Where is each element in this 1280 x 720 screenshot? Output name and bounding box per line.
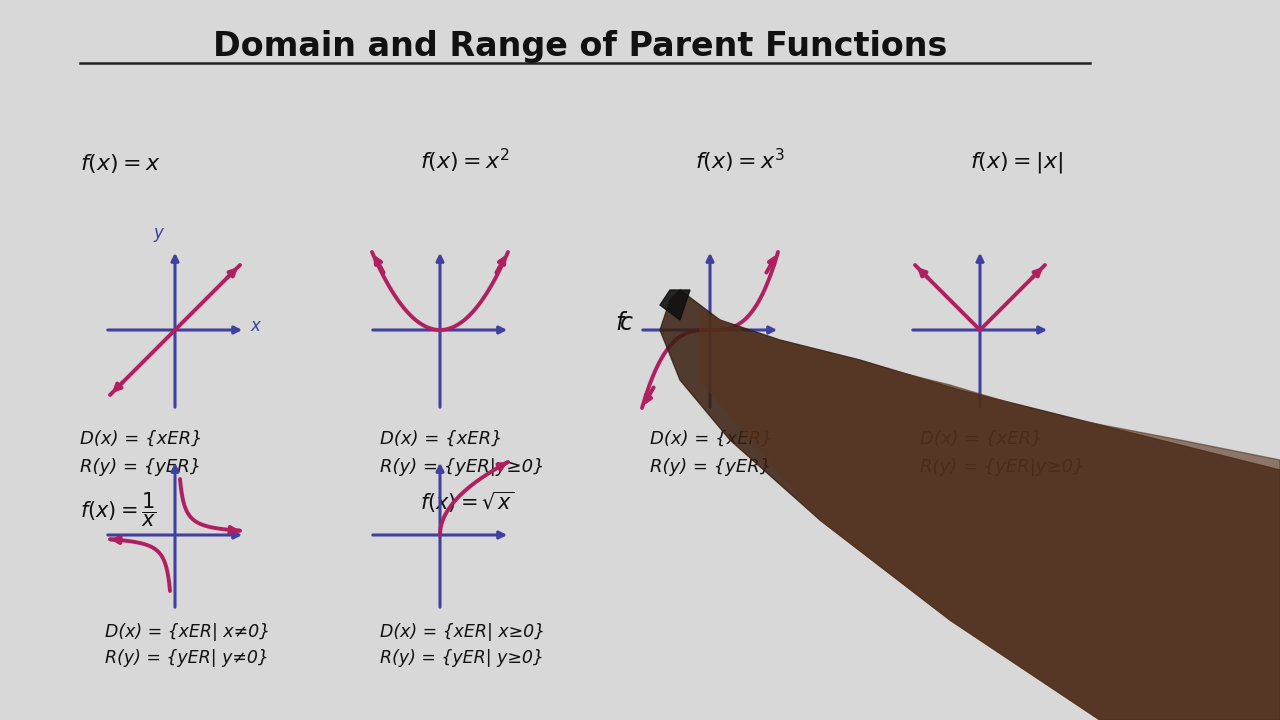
Text: R(y) = {yER}: R(y) = {yER} xyxy=(650,458,772,476)
Text: $f\!c$: $f\!c$ xyxy=(614,311,634,335)
Polygon shape xyxy=(660,290,690,320)
Text: R(y) = {yER}: R(y) = {yER} xyxy=(81,458,201,476)
Text: R(y) = {yER|y≥0}: R(y) = {yER|y≥0} xyxy=(920,458,1084,476)
Text: D(x) = {xER}: D(x) = {xER} xyxy=(920,430,1043,448)
Text: Domain and Range of Parent Functions: Domain and Range of Parent Functions xyxy=(212,30,947,63)
Text: D(x) = {xER| x≥0}: D(x) = {xER| x≥0} xyxy=(380,623,545,641)
Text: $f(x)= x$: $f(x)= x$ xyxy=(81,152,161,175)
Text: y: y xyxy=(154,224,163,242)
Text: D(x) = {xER| x≠0}: D(x) = {xER| x≠0} xyxy=(105,623,270,641)
Text: $f(x)= \sqrt{x}$: $f(x)= \sqrt{x}$ xyxy=(420,490,515,516)
Text: D(x) = {xER}: D(x) = {xER} xyxy=(650,430,773,448)
Polygon shape xyxy=(700,310,1280,720)
Text: D(x) = {xER}: D(x) = {xER} xyxy=(380,430,503,448)
Text: D(x) = {xER}: D(x) = {xER} xyxy=(81,430,202,448)
Text: $f(x)= x^2$: $f(x)= x^2$ xyxy=(420,147,509,175)
Text: $f(x)= |x|$: $f(x)= |x|$ xyxy=(970,150,1064,175)
Text: R(y) = {yER| y≥0}: R(y) = {yER| y≥0} xyxy=(380,649,544,667)
Text: $f(x)= x^3$: $f(x)= x^3$ xyxy=(695,147,786,175)
Polygon shape xyxy=(660,290,1280,720)
Text: $f(x)= \dfrac{1}{x}$: $f(x)= \dfrac{1}{x}$ xyxy=(81,490,157,528)
Text: R(y) = {yER| y≠0}: R(y) = {yER| y≠0} xyxy=(105,649,269,667)
Text: R(y) = {yER|y≥0}: R(y) = {yER|y≥0} xyxy=(380,458,544,476)
Text: x: x xyxy=(250,317,260,335)
